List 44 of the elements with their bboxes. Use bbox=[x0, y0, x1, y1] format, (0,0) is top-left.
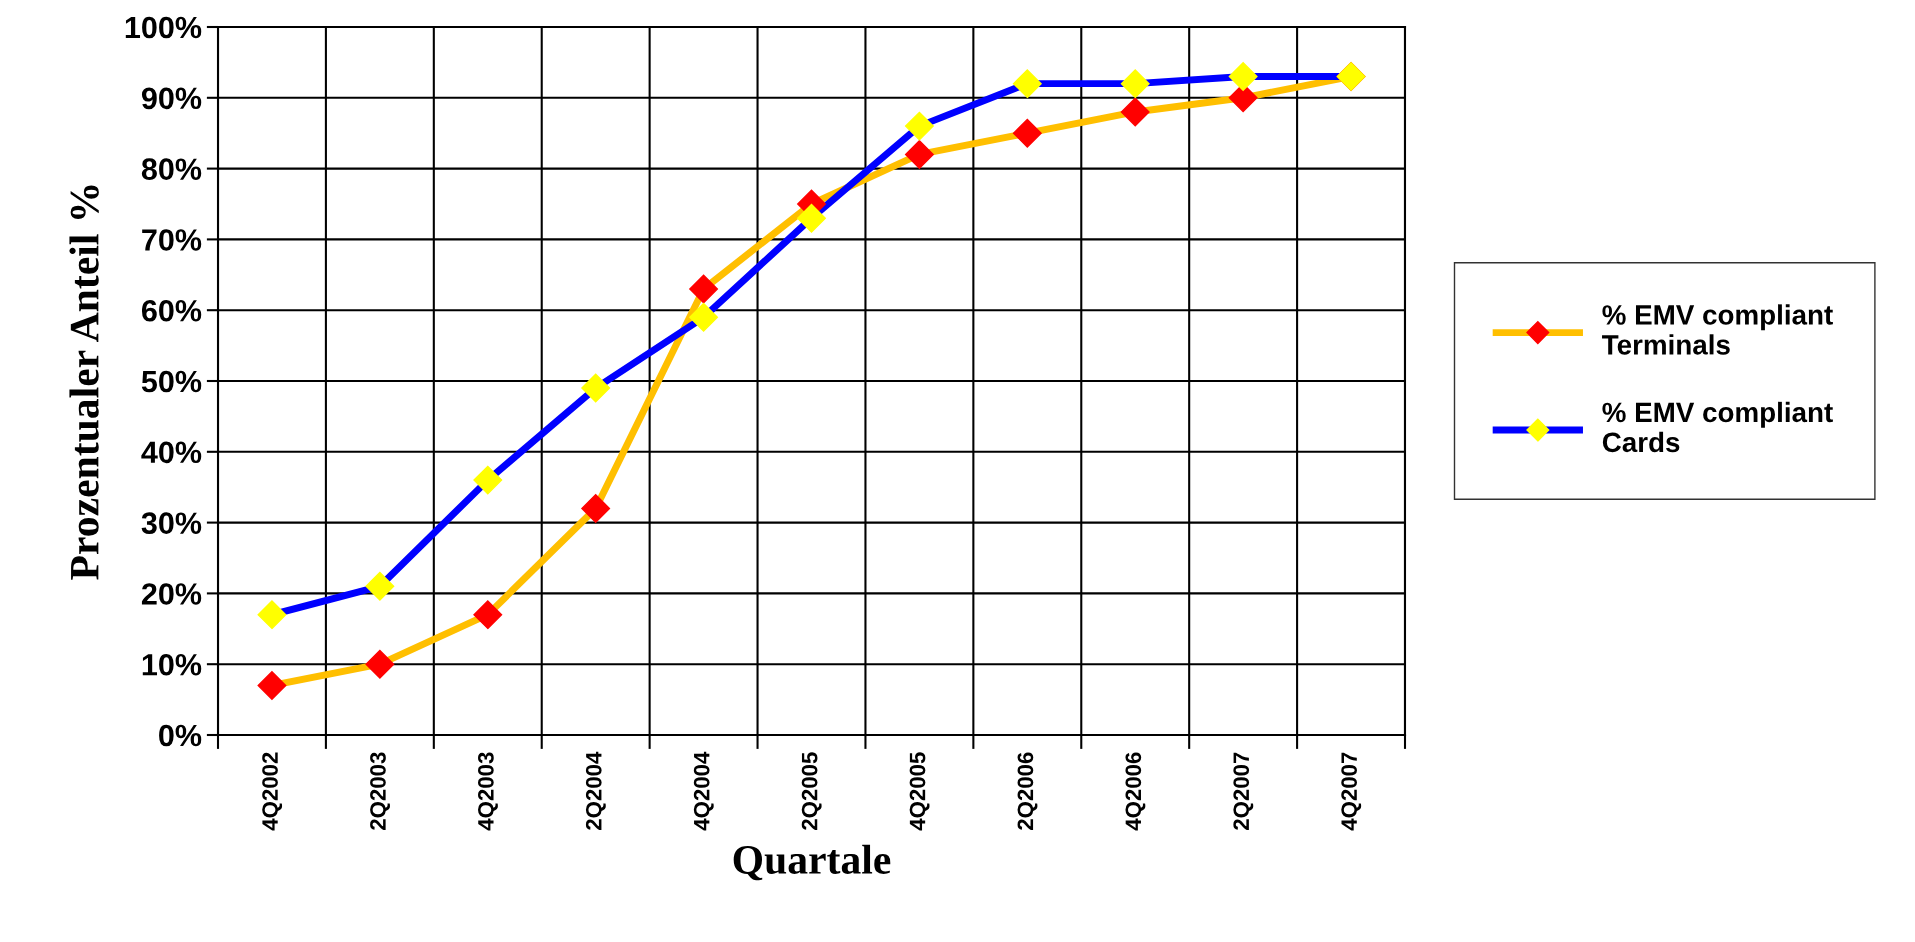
point bbox=[365, 571, 395, 601]
x-tick-label: 2Q2004 bbox=[585, 751, 606, 830]
x-tick-label: 2Q2005 bbox=[801, 752, 822, 830]
x-tick-label: 4Q2005 bbox=[909, 752, 930, 831]
point bbox=[904, 139, 934, 169]
point bbox=[473, 600, 503, 630]
y-tick-label: 90% bbox=[141, 87, 202, 110]
point bbox=[1228, 62, 1258, 92]
x-tick-label: 4Q2002 bbox=[262, 752, 283, 831]
x-tick-label: 4Q2003 bbox=[478, 752, 498, 831]
y-tick-label: 70% bbox=[142, 229, 202, 251]
y-tick-label: 40% bbox=[141, 441, 202, 464]
point bbox=[797, 203, 826, 233]
point bbox=[1012, 118, 1042, 148]
y-tick-label: 0% bbox=[159, 724, 202, 747]
point bbox=[1120, 69, 1150, 99]
x-tick-label: 4Q2007 bbox=[1341, 752, 1362, 831]
point bbox=[581, 373, 611, 403]
point bbox=[1012, 69, 1042, 99]
point bbox=[257, 600, 287, 630]
y-tick-label: 60% bbox=[141, 299, 202, 322]
y-tick-label: 20% bbox=[141, 583, 202, 605]
point bbox=[689, 274, 719, 304]
x-tick-label: 2Q2003 bbox=[370, 752, 390, 830]
x-tick-label: 2Q2007 bbox=[1233, 752, 1254, 830]
y-tick-label: 10% bbox=[142, 653, 202, 676]
legend-label: % EMV compliant Cards bbox=[1602, 401, 1833, 453]
point bbox=[581, 493, 611, 523]
y-tick-label: 50% bbox=[141, 370, 202, 393]
point bbox=[904, 111, 934, 141]
point bbox=[365, 649, 395, 679]
point bbox=[473, 465, 503, 495]
point bbox=[257, 670, 287, 700]
point bbox=[1120, 97, 1150, 127]
y-axis-title: Prozentualer Anteil % bbox=[69, 185, 99, 580]
y-tick-label: 30% bbox=[141, 512, 202, 535]
point bbox=[689, 302, 719, 332]
y-tick-label: 100% bbox=[125, 16, 202, 39]
y-tick-label: 80% bbox=[141, 158, 202, 180]
x-axis-title: Quartale bbox=[733, 844, 891, 881]
x-tick-label: 4Q2006 bbox=[1125, 752, 1146, 831]
legend-label: % EMV compliant Terminals bbox=[1602, 304, 1833, 355]
x-tick-label: 4Q2004 bbox=[693, 751, 714, 831]
x-tick-label: 2Q2006 bbox=[1017, 752, 1038, 830]
